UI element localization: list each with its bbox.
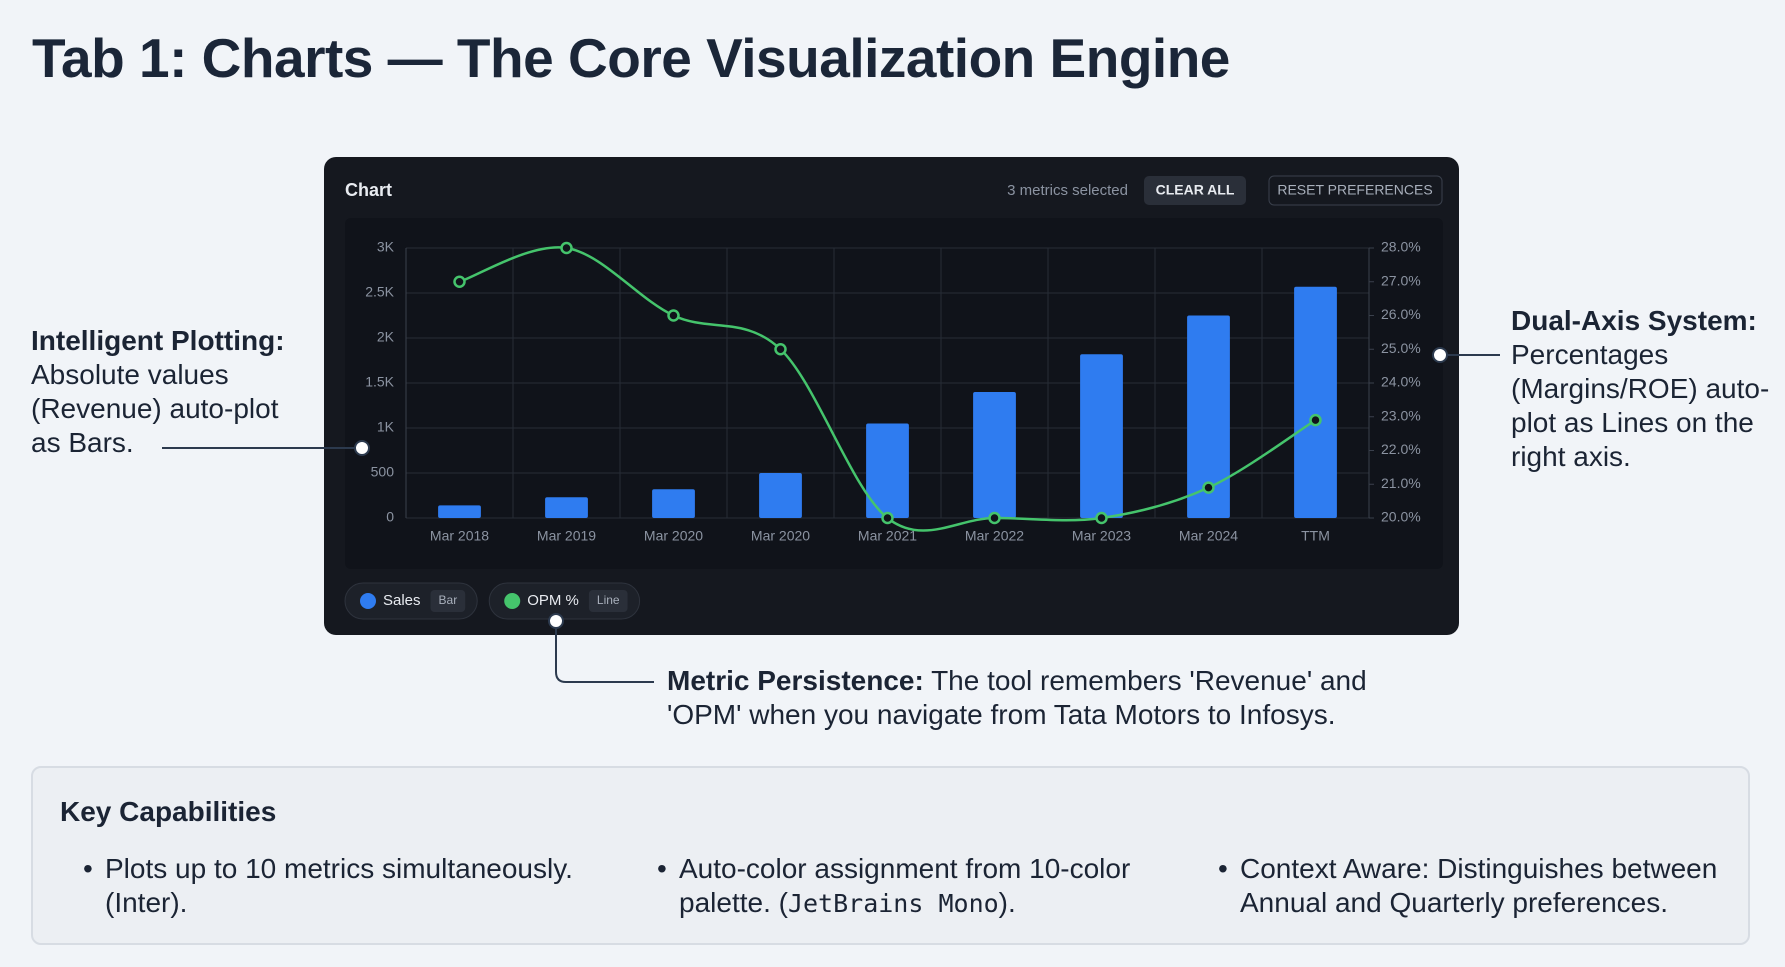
x-tick-label: Mar 2020 <box>751 528 810 544</box>
legend-label: Sales <box>383 592 421 609</box>
line-point <box>774 343 787 356</box>
annotation: Dual-Axis System: Percentages (Margins/RO… <box>1511 304 1771 474</box>
line-point <box>881 511 894 525</box>
capability-text: ). <box>998 887 1016 918</box>
y2-tick-label: 21.0% <box>1381 475 1421 491</box>
y-tick-label: 500 <box>371 464 395 480</box>
key-capabilities: Key Capabilities Plots up to 10 metrics … <box>31 766 1750 945</box>
x-tick-label: Mar 2023 <box>1072 528 1131 544</box>
capability-text: Context Aware: Distinguishes between Ann… <box>1240 853 1718 918</box>
legend-kind: Bar <box>439 593 458 607</box>
y2-tick-label: 22.0% <box>1381 441 1421 457</box>
line-point <box>667 309 680 322</box>
annotation-text: The tool remembers 'Revenue' and 'OPM' w… <box>667 665 1367 730</box>
legend-swatch <box>360 593 376 609</box>
annotation-heading: Dual-Axis System: <box>1511 305 1757 336</box>
legend-item[interactable]: Sales Bar <box>344 582 478 620</box>
line <box>459 246 1317 532</box>
bar <box>438 505 481 518</box>
y2-tick-label: 20.0% <box>1381 509 1421 525</box>
line-point <box>1095 511 1108 525</box>
y2-tick-label: 25.0% <box>1381 340 1421 356</box>
capability-text: Auto-color assignment from 10-color pale… <box>679 853 1131 918</box>
legend-label: OPM % <box>527 592 579 609</box>
annotation-text: Absolute values (Revenue) auto-plot as B… <box>31 359 279 458</box>
bar <box>1080 354 1123 518</box>
capability: Plots up to 10 metrics simultaneously. (… <box>75 852 575 920</box>
y-tick-label: 1K <box>377 419 395 435</box>
page-title: Tab 1: Charts — The Core Visualization E… <box>32 27 1230 89</box>
legend-kind: Line <box>597 593 620 607</box>
annotation: Metric Persistence: The tool remembers '… <box>667 664 1387 732</box>
bar <box>545 497 588 518</box>
clear-all-button[interactable] <box>1144 176 1246 205</box>
y-tick-label: 1.5K <box>365 374 394 390</box>
clear-all-label[interactable]: CLEAR ALL <box>1156 182 1235 198</box>
selection-status: 3 metrics selected <box>1007 182 1128 199</box>
x-tick-label: Mar 2018 <box>430 528 489 544</box>
connector-dot <box>354 440 370 456</box>
bar <box>1187 315 1230 518</box>
annotation-heading: Metric Persistence: <box>667 665 924 696</box>
capability-code: JetBrains Mono <box>787 889 999 918</box>
line-point <box>453 275 466 288</box>
legend: Sales Bar OPM % Line <box>344 582 641 620</box>
panel-title: Chart <box>345 180 392 200</box>
x-tick-label: Mar 2021 <box>858 528 917 544</box>
connector-dot <box>548 613 564 629</box>
line-point <box>1202 481 1215 494</box>
y2-tick-label: 24.0% <box>1381 374 1421 390</box>
line-point <box>988 511 1001 525</box>
legend-kind-badge <box>430 590 466 612</box>
capability-text: Plots up to 10 metrics simultaneously. (… <box>105 853 573 918</box>
bar <box>652 489 695 518</box>
y-tick-label: 2.5K <box>365 284 394 300</box>
x-tick-label: Mar 2019 <box>537 528 596 544</box>
annotation-heading: Intelligent Plotting: <box>31 325 285 356</box>
x-tick-label: Mar 2022 <box>965 528 1024 544</box>
y-tick-label: 3K <box>377 239 395 255</box>
bar <box>1294 286 1337 518</box>
x-tick-label: TTM <box>1301 528 1330 544</box>
connector <box>555 622 654 683</box>
legend-kind-badge <box>588 590 628 612</box>
y-tick-label: 2K <box>377 329 395 345</box>
reset-preferences-label[interactable]: RESET PREFERENCES <box>1277 182 1432 198</box>
y2-tick-label: 23.0% <box>1381 407 1421 423</box>
capability: Auto-color assignment from 10-color pale… <box>649 852 1149 921</box>
capability: Context Aware: Distinguishes between Ann… <box>1210 852 1730 920</box>
legend-swatch <box>504 593 521 609</box>
y2-tick-label: 26.0% <box>1381 306 1421 322</box>
annotation-text: Percentages (Margins/ROE) auto-plot as L… <box>1511 339 1770 472</box>
bar <box>759 473 802 518</box>
connector-dot <box>1432 347 1448 363</box>
y2-tick-label: 28.0% <box>1381 239 1421 255</box>
bar <box>866 423 909 518</box>
annotation: Intelligent Plotting: Absolute values (Re… <box>31 324 291 460</box>
x-tick-label: Mar 2024 <box>1179 528 1238 544</box>
section-heading: Key Capabilities <box>60 796 277 827</box>
x-tick-label: Mar 2020 <box>644 528 703 544</box>
bar <box>973 392 1016 518</box>
y-tick-label: 0 <box>386 509 394 525</box>
line-point <box>1309 413 1322 427</box>
line-point <box>560 241 573 255</box>
plot: 0 500 1K 1.5K 2K 2.5K 3K 20.0% 21.0% 22.0% 23.0% 24… <box>365 239 1421 544</box>
y2-tick-label: 27.0% <box>1381 272 1421 288</box>
legend-item[interactable]: OPM % Line <box>488 582 641 620</box>
reset-preferences-button[interactable] <box>1268 175 1443 206</box>
